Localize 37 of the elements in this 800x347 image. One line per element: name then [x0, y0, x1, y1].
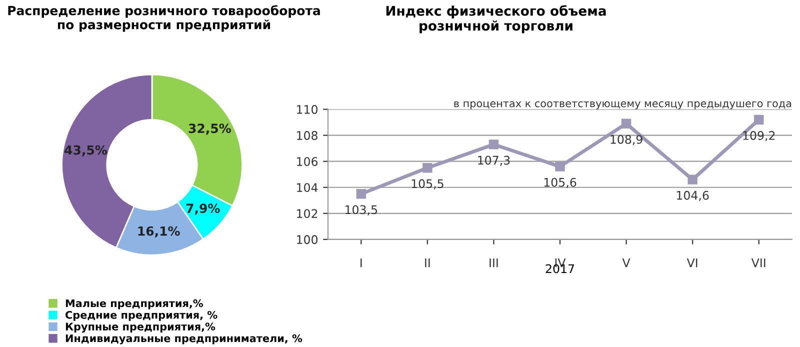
point	[688, 174, 698, 184]
text: 107,3	[478, 156, 510, 166]
y-tick-label: 108	[297, 131, 318, 140]
y-tick-label: 100	[297, 235, 318, 244]
data-label: 7,9%	[186, 204, 220, 215]
data-label: 32,5%	[188, 124, 231, 135]
chart-title: Распределение розничного товарооборота по размерности предприятий	[8, 5, 320, 32]
legend-label: Средние предприятия, %	[66, 310, 218, 321]
y-tick-label: 110	[297, 105, 318, 114]
text: 108,9	[610, 134, 642, 146]
y-tick-label: 102	[297, 209, 318, 218]
legend-label: Малые предприятия,%	[66, 299, 203, 310]
x-tick-label: I	[360, 258, 362, 268]
text: 104,6	[676, 190, 709, 202]
point	[621, 118, 632, 128]
legend-label: Индивидуальные предприниматели, %	[66, 334, 302, 344]
chart-subtitle: в процентах к соответствующему месяцу предыдушего года	[454, 101, 792, 110]
data-label: 43,5%	[64, 145, 108, 156]
text: 105,6	[544, 178, 576, 188]
y-tick-label: 104	[297, 183, 318, 192]
point	[555, 162, 565, 172]
point	[488, 140, 499, 150]
x-tick-label: VI	[686, 258, 698, 268]
y-tick-label: 106	[297, 157, 318, 166]
point	[356, 189, 366, 199]
text: 105,5	[412, 179, 444, 190]
text: 103,5	[346, 205, 378, 216]
x-tick-label: VII	[751, 258, 766, 268]
data-label: 16,1%	[138, 226, 180, 238]
chart-title: Индекс физического объема розничной торговли	[386, 5, 606, 34]
text: 109,2	[743, 131, 775, 142]
point	[754, 114, 764, 125]
x-tick-label: III	[490, 258, 498, 268]
x-tick-label: V	[622, 258, 630, 268]
point	[422, 163, 432, 173]
x-tick-label: II	[425, 258, 430, 268]
legend-label: Крупные предприятия,%	[66, 322, 216, 333]
